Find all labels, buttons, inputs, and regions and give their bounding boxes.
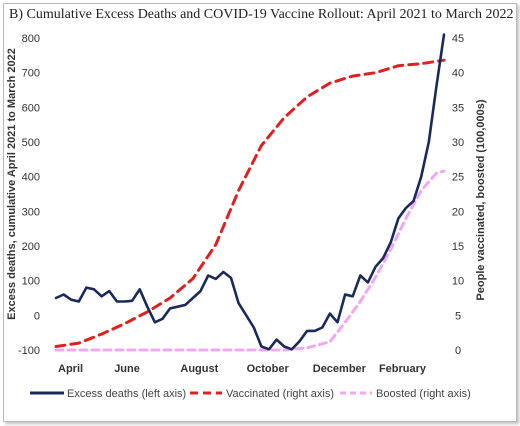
y-left-tick-label: 0 — [34, 310, 40, 322]
y-left-tick-label: 800 — [22, 33, 40, 45]
y-left-tick-label: 300 — [22, 206, 40, 218]
series-layer — [54, 33, 446, 352]
y-left-tick-label: 500 — [22, 137, 40, 149]
y-right-tick-label: 45 — [452, 33, 464, 45]
y-right-tick-label: 35 — [452, 102, 464, 114]
x-tick-label: June — [114, 363, 140, 375]
x-axis: April June August October December February — [58, 363, 427, 375]
y-left-tick-label: 200 — [22, 241, 40, 253]
y-right-tick-label: 40 — [452, 68, 464, 80]
series-line-vaccinated — [54, 58, 446, 348]
series-line-boosted — [54, 169, 446, 352]
series-line-excess — [54, 33, 446, 351]
y-axis-right-label: People vaccinated, boosted (100,000s) — [475, 99, 487, 300]
legend-label-boosted: Boosted (right axis) — [376, 388, 471, 400]
right-axis: 0 5 10 15 20 25 30 35 40 45 — [452, 33, 464, 357]
y-left-tick-label: 600 — [22, 102, 40, 114]
chart-frame — [3, 3, 517, 422]
x-tick-label: August — [180, 363, 218, 375]
x-tick-label: February — [379, 363, 427, 375]
y-left-tick-label: -100 — [18, 345, 40, 357]
y-right-tick-label: 20 — [452, 206, 464, 218]
x-tick-label: October — [247, 363, 290, 375]
x-tick-label: April — [58, 363, 83, 375]
chart-title: B) Cumulative Excess Deaths and COVID-19… — [9, 7, 514, 22]
y-right-tick-label: 25 — [452, 172, 464, 184]
y-axis-left-label: Excess deaths, cumulative April 2021 to … — [6, 48, 18, 320]
y-right-tick-label: 10 — [452, 276, 464, 288]
y-left-tick-label: 700 — [22, 68, 40, 80]
y-right-tick-label: 5 — [455, 310, 461, 322]
y-right-tick-label: 15 — [452, 241, 464, 253]
y-right-tick-label: 0 — [455, 345, 461, 357]
y-left-tick-label: 400 — [22, 172, 40, 184]
y-right-tick-label: 30 — [452, 137, 464, 149]
x-tick-label: December — [313, 363, 367, 375]
legend: Excess deaths (left axis) Vaccinated (ri… — [30, 388, 471, 400]
legend-label-vaccinated: Vaccinated (right axis) — [226, 388, 334, 400]
legend-label-excess-deaths: Excess deaths (left axis) — [67, 388, 186, 400]
left-axis: -100 0 100 200 300 400 500 600 700 800 — [18, 33, 40, 357]
y-left-tick-label: 100 — [22, 276, 40, 288]
